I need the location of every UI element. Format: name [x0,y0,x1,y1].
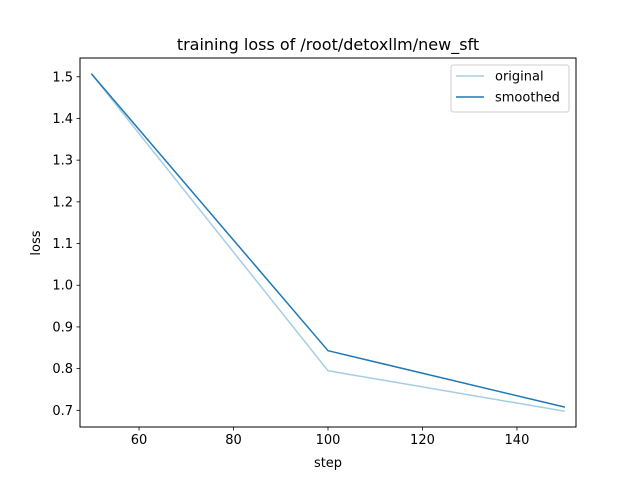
chart-title: training loss of /root/detoxllm/new_sft [177,35,479,55]
y-tick-label: 1.1 [52,237,73,252]
x-axis-label: step [314,456,342,471]
legend-label-original: original [495,70,544,85]
x-tick-label: 80 [225,433,242,448]
legend-label-smoothed: smoothed [495,91,560,106]
plot-area [90,73,566,413]
y-tick-label: 1.3 [52,154,73,169]
legend: original smoothed [450,64,570,113]
axis-ticks: 60 80 100 120 140 0.7 0.8 0.9 1.0 1.1 1.2 1.3 1.4 1.5 [52,70,529,448]
x-tick-label: 120 [410,433,435,448]
x-tick-label: 140 [505,433,530,448]
series-line-smoothed [90,73,566,408]
series-line-original [90,73,566,413]
y-tick-label: 0.9 [52,320,73,335]
y-tick-label: 1.5 [52,70,73,85]
y-tick-label: 1.4 [52,112,73,127]
y-axis-label: loss [29,230,44,255]
y-tick-label: 1.2 [52,195,73,210]
x-tick-label: 60 [131,433,148,448]
y-tick-label: 0.8 [52,362,73,377]
x-tick-label: 100 [316,433,341,448]
y-tick-label: 1.0 [52,279,73,294]
y-tick-label: 0.7 [52,404,73,419]
